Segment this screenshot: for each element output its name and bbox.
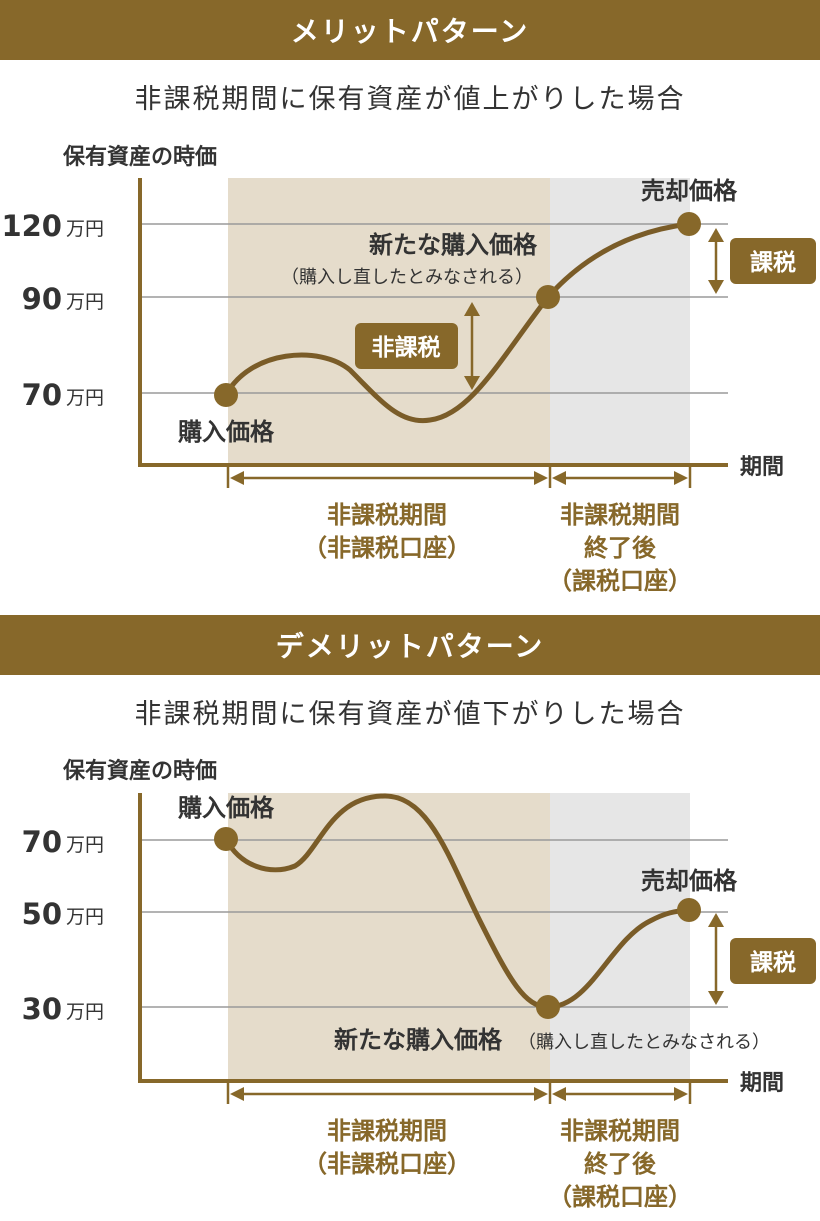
demerit-subtitle: 非課税期間に保有資産が値下がりした場合 [134, 699, 686, 730]
merit-sale-label: 売却価格 [641, 177, 738, 205]
merit-price-curve [223, 221, 692, 424]
demerit-period2-arrow-head-right [674, 1087, 688, 1101]
merit-sale-point [677, 212, 701, 236]
merit-tax-free-zone [228, 178, 550, 465]
demerit-period1-sublabel: （非課税口座） [303, 1150, 471, 1178]
merit-tick-120-unit: 万円 [66, 218, 104, 240]
merit-banner: メリットパターン [0, 0, 820, 60]
merit-taxed-arrow-head-down [708, 280, 724, 294]
merit-tax-free-arrow-head-up [464, 302, 480, 316]
demerit-purchase-point [214, 827, 238, 851]
demerit-x-axis-label: 期間 [740, 1071, 784, 1096]
merit-purchase-point [214, 383, 238, 407]
demerit-period2-label-line2: 終了後 [584, 1150, 657, 1178]
demerit-period2-arrow-head-left [552, 1087, 566, 1101]
demerit-period2-sublabel: （課税口座） [548, 1183, 692, 1211]
merit-tax-free-badge-label: 非課税 [372, 334, 441, 361]
demerit-period1-arrow-head-left [230, 1087, 244, 1101]
merit-purchase-label: 購入価格 [178, 418, 275, 446]
demerit-tick-70-number: 70 [22, 825, 62, 859]
merit-taxed-arrow-head-up [708, 228, 724, 242]
merit-period1-label: 非課税期間 [327, 501, 447, 529]
merit-chart: 保有資産の時価 期間 120 万円 90 万円 70 万円 購入価格 新たな購入… [1, 144, 816, 595]
merit-y-axis-label: 保有資産の時価 [62, 144, 217, 170]
demerit-purchase-label: 購入価格 [178, 794, 275, 822]
demerit-taxed-badge-label: 課税 [750, 949, 796, 976]
merit-period2-label: 非課税期間 [560, 501, 680, 529]
merit-period2-sublabel: （課税口座） [548, 567, 692, 595]
merit-tick-120-number: 120 [1, 209, 62, 243]
demerit-tick-50-unit: 万円 [66, 906, 104, 928]
merit-x-axis-label: 期間 [740, 455, 784, 480]
merit-taxed-zone [550, 178, 690, 465]
merit-tick-90-number: 90 [22, 282, 62, 316]
merit-period1-arrow-head-left [230, 471, 244, 485]
demerit-taxed-badge [730, 938, 816, 984]
demerit-tick-30-number: 30 [22, 992, 62, 1026]
merit-new-price-label: 新たな購入価格 [369, 231, 538, 259]
merit-period1-sublabel: （非課税口座） [303, 534, 471, 562]
demerit-taxed-arrow-head-down [708, 991, 724, 1005]
merit-tax-free-arrow-head-down [464, 376, 480, 390]
merit-period2-arrow-head-left [552, 471, 566, 485]
demerit-tick-70-unit: 万円 [66, 834, 104, 856]
demerit-chart: 保有資産の時価 期間 70 万円 50 万円 30 万円 購入価格 新たな購入価… [22, 758, 816, 1211]
demerit-taxed-zone [550, 793, 690, 1081]
demerit-sale-point [677, 898, 701, 922]
merit-period1-arrow-head-right [534, 471, 548, 485]
demerit-y-axis-label: 保有資産の時価 [62, 758, 217, 784]
demerit-new-price-label: 新たな購入価格 [334, 1026, 503, 1054]
demerit-new-price-point [536, 995, 560, 1019]
merit-tick-90-unit: 万円 [66, 291, 104, 313]
merit-period2-arrow-head-right [674, 471, 688, 485]
demerit-tick-30-unit: 万円 [66, 1001, 104, 1023]
demerit-tick-50-number: 50 [22, 897, 62, 931]
demerit-period1-label: 非課税期間 [327, 1117, 447, 1145]
demerit-banner: デメリットパターン [0, 615, 820, 675]
merit-new-price-note: （購入し直したとみなされる） [281, 267, 533, 288]
merit-tax-free-badge [355, 323, 458, 369]
demerit-price-curve [223, 793, 692, 1010]
merit-subtitle: 非課税期間に保有資産が値上がりした場合 [134, 84, 686, 115]
demerit-period2-label: 非課税期間 [560, 1117, 680, 1145]
merit-new-price-point [536, 285, 560, 309]
merit-taxed-badge [730, 238, 816, 284]
merit-taxed-badge-label: 課税 [750, 249, 796, 276]
demerit-new-price-note: （購入し直したとみなされる） [518, 1032, 770, 1053]
demerit-tax-free-zone [228, 793, 550, 1081]
demerit-period1-arrow-head-right [534, 1087, 548, 1101]
demerit-taxed-arrow-head-up [708, 913, 724, 927]
merit-tick-70-number: 70 [22, 378, 62, 412]
demerit-sale-label: 売却価格 [641, 867, 738, 895]
merit-period2-label-line2: 終了後 [584, 534, 657, 562]
merit-tick-70-unit: 万円 [66, 387, 104, 409]
